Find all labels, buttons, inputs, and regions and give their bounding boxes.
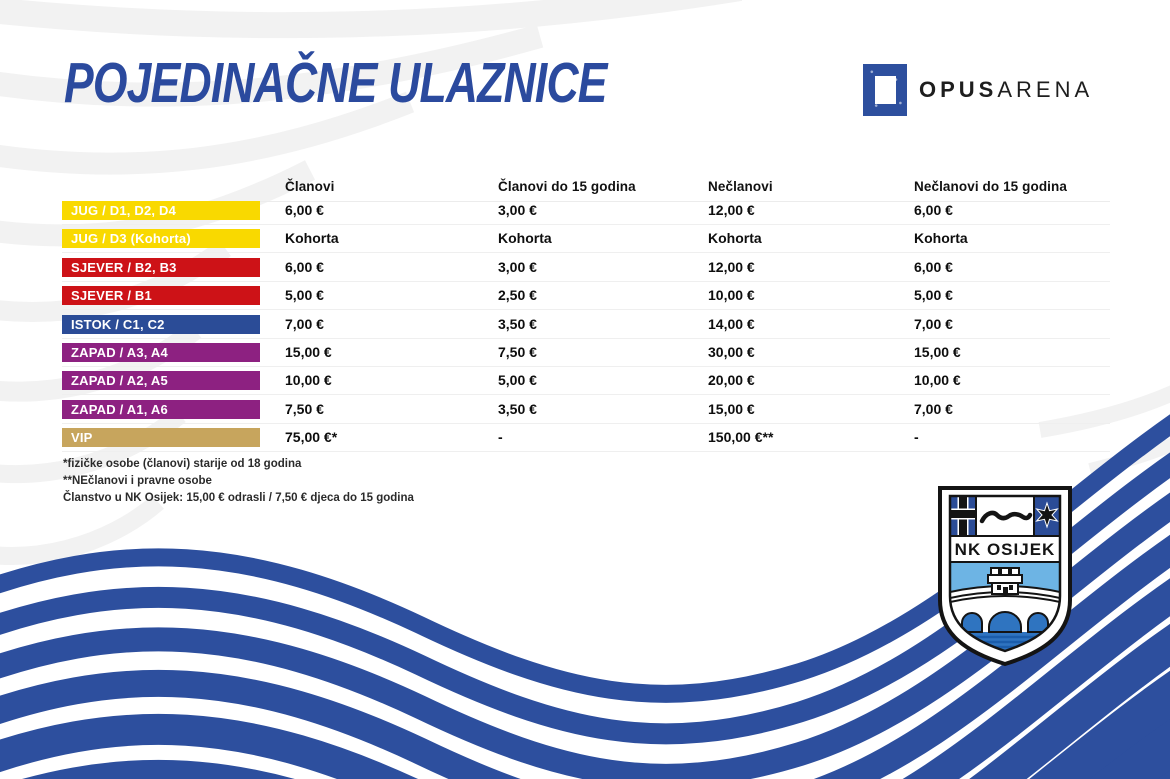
section-label-zapad-a2-a5: ZAPAD / A2, A5 [62, 371, 260, 391]
price-cell: 15,00 € [914, 343, 961, 360]
price-cell: 7,50 € [498, 343, 537, 360]
opus-arena-logo: OPUSARENA [863, 64, 1093, 116]
price-cell: 6,00 € [914, 258, 953, 275]
price-cell: 150,00 €** [708, 429, 774, 446]
price-cell: 12,00 € [708, 258, 755, 275]
price-cell: 7,00 € [285, 315, 324, 332]
price-cell: 10,00 € [708, 287, 755, 304]
price-cell: 14,00 € [708, 315, 755, 332]
opus-arena-mark-icon [863, 64, 907, 116]
section-label-jug-d1-d2-d4: JUG / D1, D2, D4 [62, 201, 260, 220]
price-cell: 5,00 € [914, 287, 953, 304]
column-header-neclanovi-do-15: Nečlanovi do 15 godina [914, 179, 1067, 194]
table-row: SJEVER / B1 5,00 € 2,50 € 10,00 € 5,00 € [62, 286, 1110, 311]
page-title: POJEDINAČNE ULAZNICE [64, 51, 607, 115]
section-label-zapad-a3-a4: ZAPAD / A3, A4 [62, 342, 260, 362]
price-cell: 6,00 € [914, 202, 953, 218]
table-row: JUG / D1, D2, D4 6,00 € 3,00 € 12,00 € 6… [62, 201, 1110, 225]
footnote-line: **NEčlanovi i pravne osobe [63, 475, 212, 487]
column-header-neclanovi: Nečlanovi [708, 179, 773, 194]
price-cell: 7,50 € [285, 400, 324, 417]
price-cell: - [914, 429, 919, 446]
section-label-jug-d3-kohorta: JUG / D3 (Kohorta) [62, 229, 260, 249]
price-cell: 6,00 € [285, 202, 324, 218]
price-cell: 30,00 € [708, 343, 755, 360]
crest-tower [987, 567, 1023, 595]
price-cell: 12,00 € [708, 202, 755, 218]
price-table: Članovi Članovi do 15 godina Nečlanovi N… [62, 168, 1110, 457]
section-label-sjever-b2-b3: SJEVER / B2, B3 [62, 257, 260, 277]
price-cell: 15,00 € [708, 400, 755, 417]
table-row: ISTOK / C1, C2 7,00 € 3,50 € 14,00 € 7,0… [62, 314, 1110, 339]
arena-word: ARENA [997, 77, 1094, 102]
price-cell: 7,00 € [914, 400, 953, 417]
table-row: SJEVER / B2, B3 6,00 € 3,00 € 12,00 € 6,… [62, 257, 1110, 282]
footnote-line: Članstvo u NK Osijek: 15,00 € odrasli / … [63, 492, 414, 504]
section-label-zapad-a1-a6: ZAPAD / A1, A6 [62, 399, 260, 419]
footnotes: *fizičke osobe (članovi) starije od 18 g… [63, 456, 414, 507]
crest-marten-icon [979, 510, 1033, 524]
section-label-istok-c1-c2: ISTOK / C1, C2 [62, 314, 260, 334]
price-cell: Kohorta [914, 230, 968, 247]
price-cell: 5,00 € [285, 287, 324, 304]
opus-word: OPUS [919, 77, 998, 102]
price-cell: Kohorta [285, 230, 339, 247]
opus-arena-mark-hole [874, 76, 896, 104]
table-row: VIP 75,00 €* - 150,00 €** - [62, 428, 1110, 453]
price-cell: - [498, 429, 503, 446]
table-row: ZAPAD / A1, A6 7,50 € 3,50 € 15,00 € 7,0… [62, 399, 1110, 424]
table-header-row: Članovi Članovi do 15 godina Nečlanovi N… [62, 168, 1110, 202]
crest-club-name: NK OSIJEK [955, 540, 1056, 559]
price-cell: 10,00 € [285, 372, 332, 389]
price-cell: 3,50 € [498, 400, 537, 417]
section-label-sjever-b1: SJEVER / B1 [62, 286, 260, 306]
column-header-clanovi-do-15: Članovi do 15 godina [498, 179, 636, 194]
price-cell: 3,00 € [498, 258, 537, 275]
price-cell: 2,50 € [498, 287, 537, 304]
price-cell: 5,00 € [498, 372, 537, 389]
nk-osijek-crest: NK OSIJEK [938, 486, 1072, 667]
price-cell: 75,00 €* [285, 429, 338, 446]
price-cell: 10,00 € [914, 372, 961, 389]
price-cell: 3,50 € [498, 315, 537, 332]
footnote-line: *fizičke osobe (članovi) starije od 18 g… [63, 458, 302, 470]
table-row: ZAPAD / A3, A4 15,00 € 7,50 € 30,00 € 15… [62, 342, 1110, 367]
section-label-vip: VIP [62, 428, 260, 448]
column-header-clanovi: Članovi [285, 179, 335, 194]
price-cell: 20,00 € [708, 372, 755, 389]
price-cell: Kohorta [708, 230, 762, 247]
table-row: JUG / D3 (Kohorta) Kohorta Kohorta Kohor… [62, 229, 1110, 254]
price-cell: Kohorta [498, 230, 552, 247]
price-cell: 7,00 € [914, 315, 953, 332]
opus-arena-wordmark: OPUSARENA [919, 77, 1093, 103]
price-cell: 6,00 € [285, 258, 324, 275]
table-row: ZAPAD / A2, A5 10,00 € 5,00 € 20,00 € 10… [62, 371, 1110, 396]
price-cell: 15,00 € [285, 343, 332, 360]
price-cell: 3,00 € [498, 202, 537, 218]
crest-star-icon [1035, 501, 1059, 529]
